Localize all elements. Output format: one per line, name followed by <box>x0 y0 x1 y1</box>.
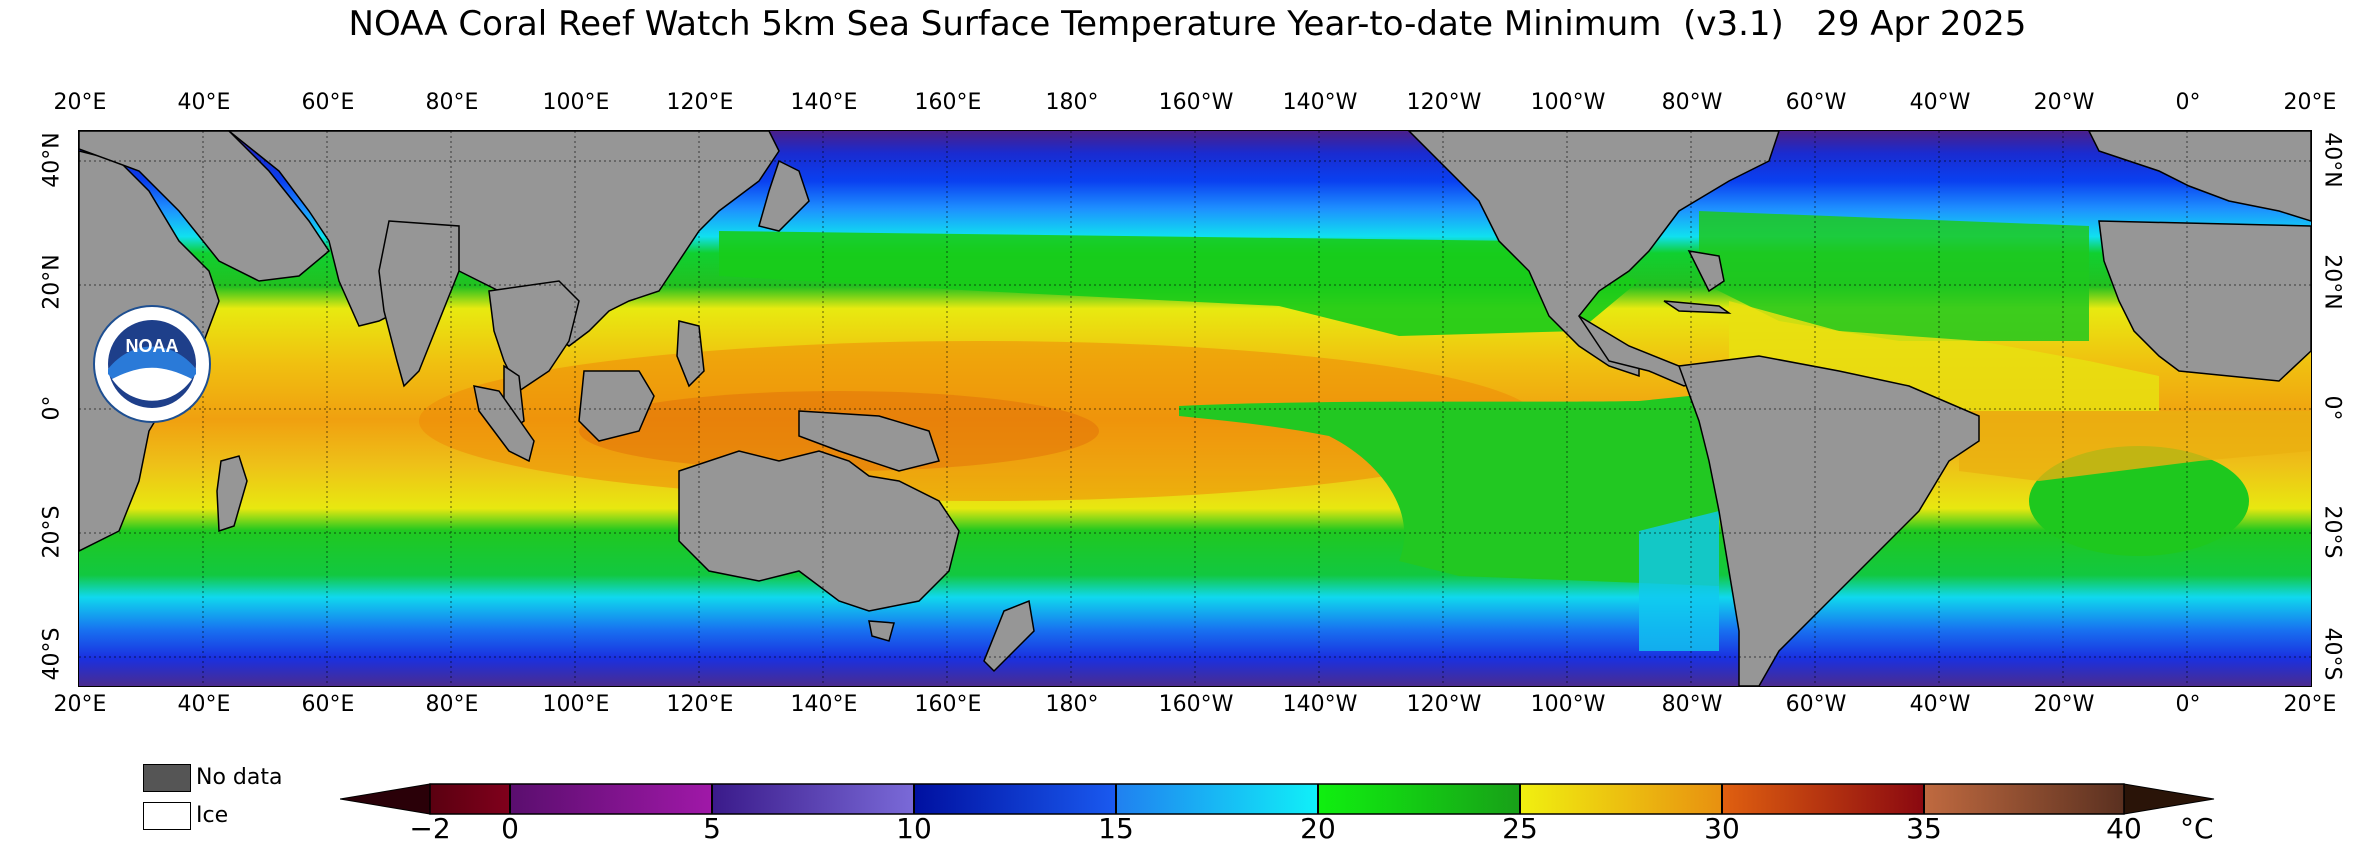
noaa-logo: NOAA <box>93 305 211 423</box>
lon-label: 80°W <box>1661 692 1723 717</box>
lon-label: 140°W <box>1282 90 1358 115</box>
lat-label: 20°N <box>2319 254 2345 310</box>
colorbar-unit: °C <box>2180 812 2214 845</box>
lon-label: 60°E <box>301 692 355 717</box>
lon-label: 80°W <box>1661 90 1723 115</box>
cuba <box>1663 300 1732 314</box>
new-guinea <box>798 410 940 472</box>
colorbar-tick: 5 <box>703 812 721 845</box>
colorbar-tick: −2 <box>409 812 451 845</box>
lon-label: 0° <box>2175 692 2201 717</box>
madagascar <box>216 455 248 533</box>
lon-label: 60°W <box>1785 90 1847 115</box>
lat-label: 0° <box>39 395 65 421</box>
colorbar-tick: 10 <box>896 812 932 845</box>
lat-label: 20°S <box>39 505 65 559</box>
south-atlantic-warm <box>1959 411 2311 481</box>
lon-label: 40°W <box>1909 692 1971 717</box>
lat-label: 40°S <box>39 627 65 681</box>
lon-label: 100°E <box>542 692 610 717</box>
lon-label: 80°E <box>425 692 479 717</box>
sumatra <box>473 385 535 463</box>
colorbar-tick: 40 <box>2106 812 2142 845</box>
lon-label: 40°W <box>1909 90 1971 115</box>
map-title: NOAA Coral Reef Watch 5km Sea Surface Te… <box>348 4 2027 44</box>
lon-label: 120°W <box>1406 692 1482 717</box>
lat-label: 40°S <box>2319 627 2345 681</box>
lon-label: 120°E <box>666 90 734 115</box>
lon-label: 100°E <box>542 90 610 115</box>
lon-label: 60°E <box>301 90 355 115</box>
lon-label: 180° <box>1045 90 1099 115</box>
lon-label: 0° <box>2175 90 2201 115</box>
svg-text:NOAA: NOAA <box>126 336 179 356</box>
lon-label: 20°W <box>2033 692 2095 717</box>
lon-label: 80°E <box>425 90 479 115</box>
colorbar <box>340 783 2215 815</box>
lon-label: 40°E <box>177 692 231 717</box>
colorbar-tick: 25 <box>1502 812 1538 845</box>
north-atlantic-green <box>1699 211 2089 341</box>
europe <box>2088 131 2311 222</box>
lon-label: 120°E <box>666 692 734 717</box>
land <box>79 131 2311 686</box>
lon-label: 40°E <box>177 90 231 115</box>
lon-label: 20°E <box>53 692 107 717</box>
lat-label: 20°S <box>2319 505 2345 559</box>
florida <box>1687 250 1725 293</box>
lon-label: 140°E <box>790 90 858 115</box>
borneo <box>578 370 655 442</box>
colorbar-tick: 20 <box>1300 812 1336 845</box>
lon-label: 20°E <box>2283 692 2337 717</box>
no-data-swatch <box>143 764 191 792</box>
lon-label: 100°W <box>1530 90 1606 115</box>
north-pacific-green <box>719 231 1639 336</box>
colorbar-tick: 0 <box>501 812 519 845</box>
japan <box>758 159 810 232</box>
lon-label: 60°W <box>1785 692 1847 717</box>
australia <box>678 450 960 612</box>
lon-label: 120°W <box>1406 90 1482 115</box>
lon-label: 20°W <box>2033 90 2095 115</box>
colorbar-tick: 15 <box>1098 812 1134 845</box>
lon-label: 20°E <box>53 90 107 115</box>
lon-label: 160°W <box>1158 692 1234 717</box>
lon-label: 140°E <box>790 692 858 717</box>
lon-label: 140°W <box>1282 692 1358 717</box>
lon-label: 180° <box>1045 692 1099 717</box>
ice-label: Ice <box>196 803 229 828</box>
arabia <box>79 131 330 282</box>
indochina <box>488 280 580 393</box>
india <box>378 220 460 388</box>
lon-label: 160°W <box>1158 90 1234 115</box>
new-zealand <box>983 599 1035 673</box>
sst-map: NOAA <box>78 130 2312 687</box>
east-pacific-cold-tongue <box>1179 393 1719 586</box>
colorbar-tick: 30 <box>1704 812 1740 845</box>
lon-label: 20°E <box>2283 90 2337 115</box>
no-data-label: No data <box>196 765 283 790</box>
lon-label: 160°E <box>914 692 982 717</box>
lat-label: 40°N <box>39 132 65 188</box>
lat-label: 0° <box>2319 395 2345 421</box>
colorbar-min-arrow <box>340 783 431 815</box>
africa-west <box>2098 220 2311 382</box>
lat-label: 40°N <box>2319 132 2345 188</box>
graticule <box>79 131 2311 686</box>
lon-label: 100°W <box>1530 692 1606 717</box>
colorbar-max-arrow <box>2123 783 2215 815</box>
ice-swatch <box>143 802 191 830</box>
colorbar-tick: 35 <box>1906 812 1942 845</box>
lon-label: 160°E <box>914 90 982 115</box>
south-america <box>1677 355 1980 686</box>
philippines <box>676 320 705 388</box>
east-pacific-cyan <box>1639 511 1719 651</box>
lat-label: 20°N <box>39 254 65 310</box>
tasmania <box>868 620 895 642</box>
